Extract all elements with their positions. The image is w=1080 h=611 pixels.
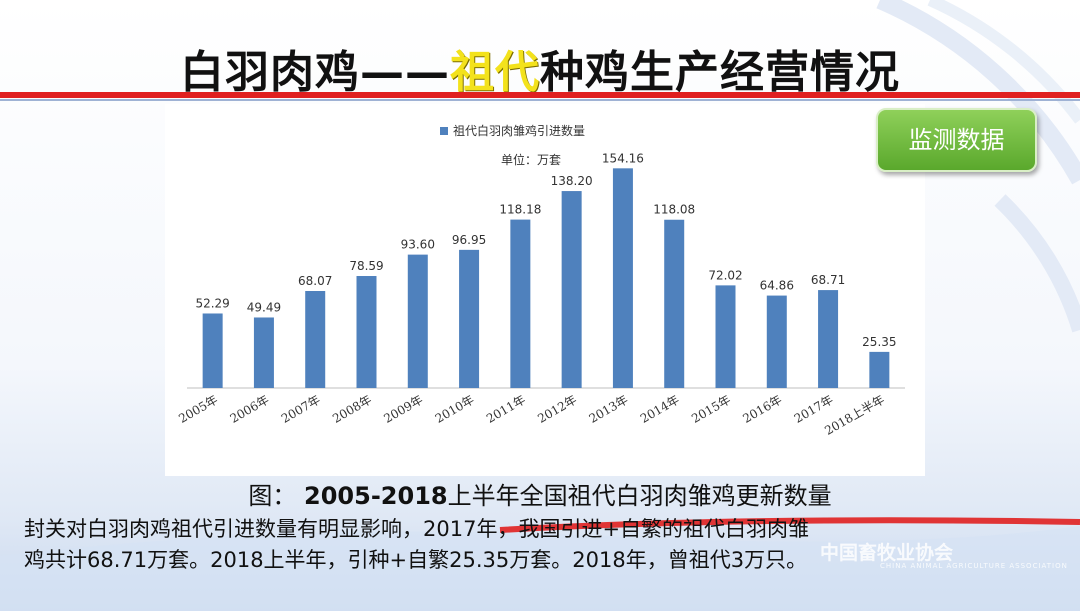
title-divider-shadow (0, 99, 1080, 101)
chart-panel: 祖代白羽肉雏鸡引进数量 单位：万套 52.29 2005年 49.49 2006年 68… (165, 104, 925, 476)
title-divider (0, 92, 1080, 98)
watermark-cn: 中国畜牧业协会 (820, 542, 954, 564)
association-watermark: 中国畜牧业协会 CHINA ANIMAL AGRICULTURE ASSOCIA… (820, 538, 1070, 578)
bar-chart: 祖代白羽肉雏鸡引进数量 单位：万套 52.29 2005年 49.49 2006年 68… (176, 123, 905, 438)
tick-label-2010年: 2010年 (433, 392, 477, 425)
bar-2005年 (202, 313, 223, 388)
data-label-2008年: 78.59 (349, 259, 383, 273)
data-label-2011年: 118.18 (499, 203, 541, 217)
caption-text: 上半年全国祖代白羽肉雏鸡更新数量 (447, 482, 832, 510)
bar-2010年 (459, 249, 480, 388)
tick-label-2009年: 2009年 (381, 392, 425, 425)
data-label-2006年: 49.49 (247, 300, 281, 314)
title-suffix: 种鸡生产经营情况 (540, 47, 900, 98)
figure-caption: 图： 2005-2018上半年全国祖代白羽肉雏鸡更新数量 (0, 476, 1080, 511)
data-label-2007年: 68.07 (298, 274, 332, 288)
caption-years: 2005-2018 (304, 482, 448, 510)
data-label-2005年: 52.29 (195, 296, 229, 310)
bar-2006年 (253, 317, 274, 388)
bar-2008年 (356, 276, 377, 388)
data-label-2009年: 93.60 (401, 238, 435, 252)
bottom-wave-decoration (0, 517, 1080, 611)
tick-label-2008年: 2008年 (330, 392, 374, 425)
tick-label-2005年: 2005年 (176, 392, 220, 425)
tick-label-2015年: 2015年 (689, 392, 733, 425)
watermark-en: CHINA ANIMAL AGRICULTURE ASSOCIATION (880, 562, 1068, 570)
summary-text: 封关对白羽肉鸡祖代引进数量有明显影响，2017年，我国引进+自繁的祖代白羽肉雏 … (24, 514, 1064, 576)
caption-prefix: 图： (248, 482, 297, 510)
bar-2007年 (305, 291, 326, 388)
bar-2016年 (766, 295, 787, 388)
legend-label: 祖代白羽肉雏鸡引进数量 (453, 123, 585, 138)
summary-line-1: 封关对白羽肉鸡祖代引进数量有明显影响，2017年，我国引进+自繁的祖代白羽肉雏 (24, 517, 810, 541)
bar-2014年 (664, 219, 685, 388)
tick-label-2007年: 2007年 (279, 392, 323, 425)
unit-label: 单位：万套 (501, 152, 561, 167)
title-highlight: 祖代 (450, 47, 540, 98)
bar-2012年 (561, 191, 582, 388)
tick-label-2016年: 2016年 (740, 392, 784, 425)
tick-label-2013年: 2013年 (587, 392, 631, 425)
tick-label-2012年: 2012年 (535, 392, 579, 425)
bar-2011年 (510, 219, 531, 388)
data-label-2013年: 154.16 (602, 151, 644, 165)
bar-2017年 (818, 290, 839, 388)
summary-line-2: 鸡共计68.71万套。2018上半年，引种+自繁25.35万套。2018年，曾祖… (24, 548, 808, 572)
tick-label-2006年: 2006年 (228, 392, 272, 425)
tick-label-2014年: 2014年 (638, 392, 682, 425)
bar-2009年 (407, 254, 428, 388)
data-label-2016年: 64.86 (760, 279, 794, 293)
title-prefix: 白羽肉鸡—— (180, 47, 450, 98)
data-label-2017年: 68.71 (811, 273, 845, 287)
data-label-2014年: 118.08 (653, 203, 695, 217)
data-label-2015年: 72.02 (708, 268, 742, 282)
tick-label-2011年: 2011年 (484, 392, 528, 425)
data-label-2018上半年: 25.35 (862, 335, 896, 349)
bar-2015年 (715, 285, 736, 388)
bar-2013年 (612, 168, 633, 388)
monitoring-data-badge: 监测数据 (876, 108, 1037, 172)
data-label-2010年: 96.95 (452, 233, 486, 247)
slide-title: 白羽肉鸡——祖代种鸡生产经营情况 (0, 36, 1080, 100)
bar-2018上半年 (869, 351, 890, 388)
legend-swatch (440, 127, 448, 135)
data-label-2012年: 138.20 (551, 174, 593, 188)
